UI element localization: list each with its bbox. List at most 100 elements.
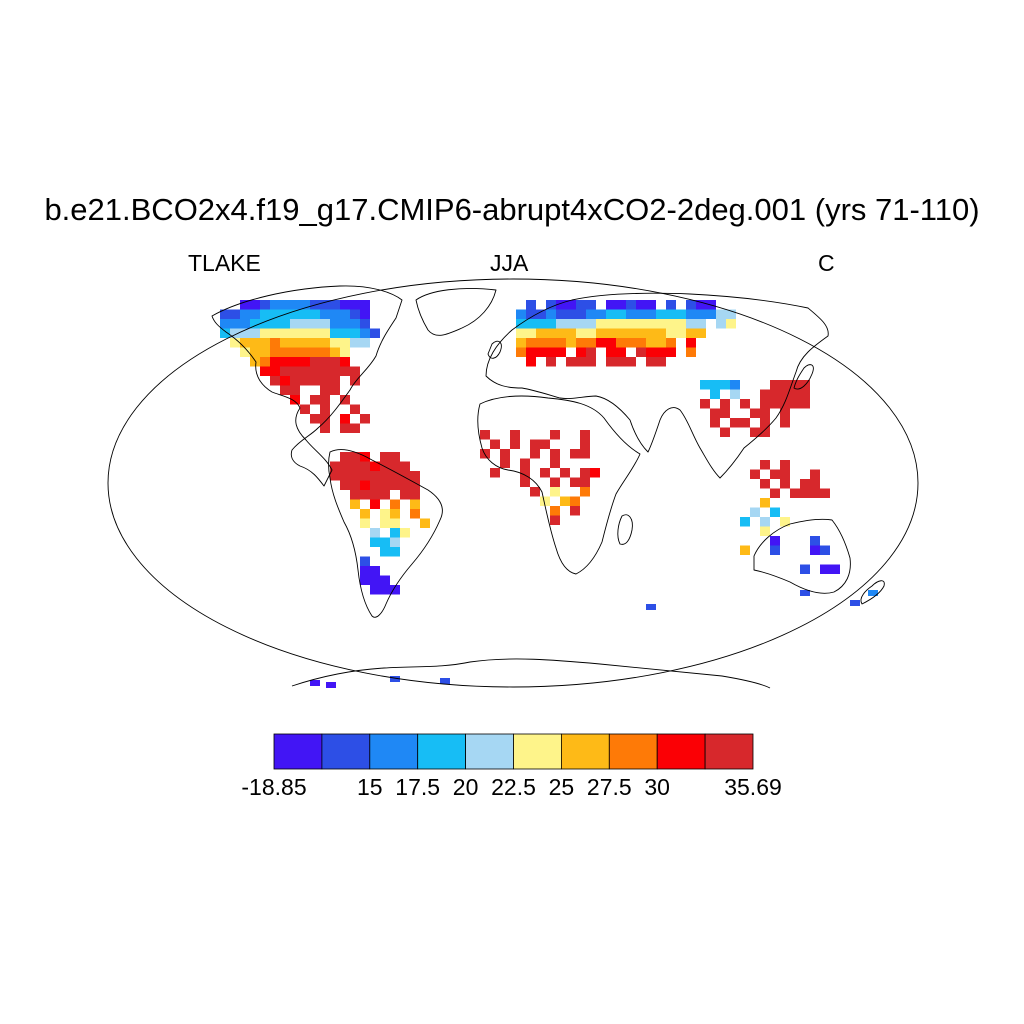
grid-cell	[740, 399, 750, 409]
grid-cell	[360, 490, 370, 500]
grid-cell	[800, 479, 810, 489]
grid-cell	[400, 490, 410, 500]
grid-cell	[720, 408, 730, 418]
grid-cell	[566, 338, 576, 348]
grid-cell	[546, 347, 556, 357]
grid-cell	[310, 309, 320, 319]
grid-cell	[760, 517, 770, 527]
grid-cell	[290, 385, 300, 395]
grid-cell	[636, 347, 646, 357]
grid-cell	[360, 414, 370, 424]
grid-cell	[596, 319, 606, 329]
colorbar-swatch	[369, 733, 419, 770]
grid-cell	[750, 427, 760, 437]
grid-cell	[550, 430, 560, 440]
grid-cell	[320, 328, 330, 338]
grid-cell	[750, 507, 760, 517]
grid-cell	[220, 309, 230, 319]
grid-cell	[500, 449, 510, 459]
grid-cell	[780, 380, 790, 390]
grid-cell	[676, 328, 686, 338]
grid-cell	[516, 309, 526, 319]
grid-cell	[760, 479, 770, 489]
grid-cell	[780, 469, 790, 479]
grid-cell	[320, 376, 330, 386]
grid-cell	[666, 328, 676, 338]
grid-cell	[770, 399, 780, 409]
grid-cell	[270, 328, 280, 338]
grid-cell	[790, 399, 800, 409]
colorbar-swatch	[465, 733, 514, 770]
grid-cell	[760, 408, 770, 418]
grid-cell	[526, 328, 536, 338]
grid-cell	[370, 537, 380, 547]
grid-cell	[380, 585, 390, 595]
grid-cell	[240, 328, 250, 338]
grid-cell	[526, 319, 536, 329]
grid-cell	[300, 328, 310, 338]
grid-cell	[320, 366, 330, 376]
grid-cell	[666, 319, 676, 329]
colorbar-swatch	[513, 733, 562, 770]
japan-coast	[793, 364, 814, 390]
grid-cell	[686, 309, 696, 319]
grid-cell	[646, 338, 656, 348]
grid-cell	[310, 376, 320, 386]
grid-cell	[290, 376, 300, 386]
grid-cell	[300, 366, 310, 376]
grid-cell	[626, 309, 636, 319]
grid-cell	[340, 452, 350, 462]
grid-cell	[280, 385, 290, 395]
grid-cell	[270, 347, 280, 357]
grid-cell	[800, 399, 810, 409]
grid-cell	[260, 319, 270, 329]
grid-cell	[340, 328, 350, 338]
grid-cell	[300, 309, 310, 319]
grid-cell	[566, 309, 576, 319]
grid-cell	[280, 328, 290, 338]
grid-cell	[606, 328, 616, 338]
colorbar-tick-label: 30	[644, 774, 670, 800]
grid-cell	[810, 536, 820, 546]
grid-cell	[616, 328, 626, 338]
grid-cell	[580, 430, 590, 440]
grid-cell	[636, 328, 646, 338]
grid-cell	[556, 328, 566, 338]
new-zealand-coast	[860, 580, 885, 605]
colorbar-swatch	[273, 733, 323, 770]
grid-cell	[606, 309, 616, 319]
grid-cell	[656, 347, 666, 357]
grid-cell	[516, 338, 526, 348]
grid-cell	[546, 300, 556, 310]
grid-cell	[230, 319, 240, 329]
grid-cell	[586, 357, 596, 367]
grid-cell	[726, 309, 736, 319]
grid-cell	[320, 404, 330, 414]
grid-cell	[370, 499, 380, 509]
grid-cell	[390, 499, 400, 509]
season-label: JJA	[490, 250, 529, 276]
grid-cell	[360, 309, 370, 319]
grid-cell	[666, 309, 676, 319]
grid-cell	[320, 319, 330, 329]
grid-cell	[700, 380, 710, 390]
grid-cell	[586, 338, 596, 348]
madagascar-coast	[617, 514, 633, 545]
grid-cell	[740, 545, 750, 555]
grid-cell	[290, 338, 300, 348]
grid-cell	[550, 506, 560, 516]
grid-cell	[220, 319, 230, 329]
grid-cell	[290, 347, 300, 357]
grid-cell	[800, 389, 810, 399]
grid-cell	[310, 328, 320, 338]
grid-cell	[546, 319, 556, 329]
grid-cell	[290, 366, 300, 376]
colorbar-swatch	[417, 733, 467, 770]
grid-cell	[780, 399, 790, 409]
grid-cell	[280, 300, 290, 310]
grid-cell	[626, 300, 636, 310]
grid-cell	[536, 347, 546, 357]
grid-cell	[770, 545, 780, 555]
grid-cell	[400, 461, 410, 471]
grid-cell	[710, 418, 720, 428]
